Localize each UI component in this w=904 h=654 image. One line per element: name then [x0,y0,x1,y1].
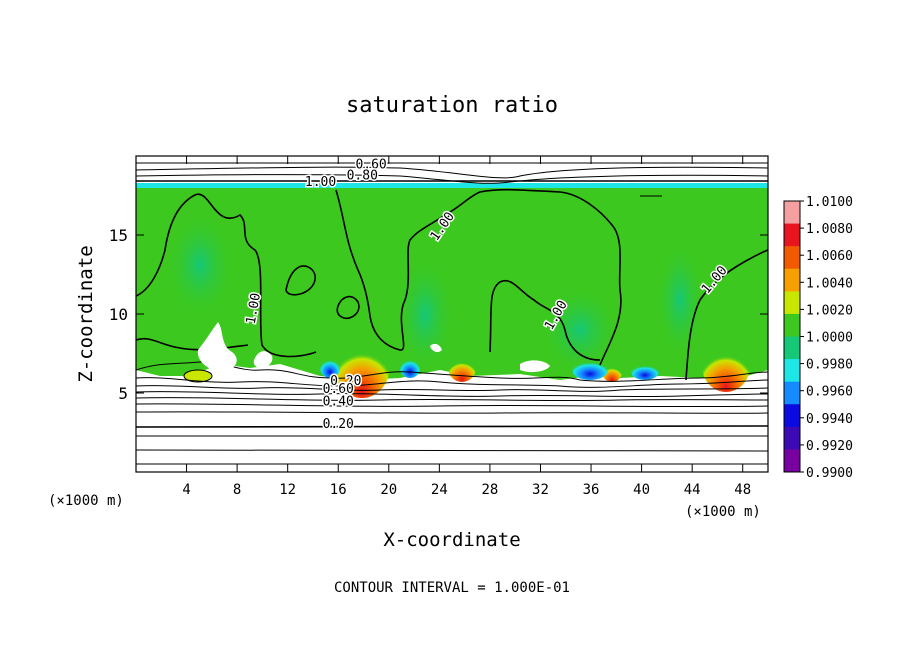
x-axis-label: X-coordinate [383,529,520,551]
contour-label-halo: 0.20 [323,417,354,432]
x-tick-label: 48 [734,482,751,498]
subsaturation-spot [572,360,608,380]
contour-label-halo: 1.00 [244,292,264,325]
colorbar-swatch [784,291,800,315]
x-tick-label: 12 [279,482,296,498]
supersaturation-plume [448,354,476,382]
subsaturation-spot [400,358,420,378]
contour-label: 0.20 [323,417,354,432]
x-tick-label: 20 [380,482,397,498]
colorbar-swatch [784,313,800,337]
colorbar-swatch [784,223,800,247]
x-tick-label: 36 [583,482,600,498]
contour-label: 1.00 [244,292,264,325]
x-axis-unit-left: (×1000 m) [48,493,124,509]
x-tick-label: 4 [182,482,190,498]
colorbar-level-label: 0.9920 [806,439,853,454]
colorbar-swatch [784,246,800,270]
colorbar-swatch [784,381,800,405]
colorbar-swatch [784,201,800,225]
colorbar-level-label: 1.0000 [806,331,853,346]
x-tick-label: 28 [481,482,498,498]
moist-patch [540,285,620,375]
contour-lines-upper [136,162,768,197]
contour-label-halo: 1.00 [305,175,336,190]
colorbar-swatch [784,426,800,450]
subsaturation-spot [320,358,340,378]
colorbar-level-label: 1.0040 [806,276,853,291]
supersaturation-plume [334,334,390,398]
clear-air-patches [197,322,550,373]
contour-lines-1-00 [136,188,768,381]
colorbar-swatch [784,359,800,383]
contour-interval-footer: CONTOUR INTERVAL = 1.000E-01 [334,580,570,596]
contour-label-halo: 0.80 [347,169,378,184]
moist-patch [395,255,455,375]
x-tick-label: 8 [233,482,241,498]
colorbar-swatch [784,404,800,428]
lower-cloud-blob [183,369,213,383]
y-tick-label: 5 [118,384,128,403]
contour-label: 0.40 [323,395,354,410]
contour-label: 0.60 [323,382,354,397]
contour-label: 0.20 [330,374,361,389]
contour-labels: 0.600.600.800.801.001.001.001.001.001.00… [242,156,732,433]
plot-area [136,162,768,465]
x-tick-label: 16 [330,482,347,498]
colorbar-level-label: 1.0060 [806,249,853,264]
colorbar-swatch [784,449,800,473]
colorbar-level-label: 1.0100 [806,195,853,210]
x-tick-label: 44 [684,482,701,498]
colorbar-level-label: 0.9980 [806,358,853,373]
colorbar-level-label: 1.0020 [806,303,853,318]
contour-label-halo: 0.60 [355,158,386,173]
moist-patch [165,210,235,320]
y-axis-label: Z-coordinate [75,245,97,382]
colorbar-level-label: 0.9940 [806,412,853,427]
contour-label: 0.60 [355,158,386,173]
contour-label: 1.00 [305,175,336,190]
upper-edge-cyan [136,183,768,188]
colorbar-swatch [784,336,800,360]
x-tick-label: 32 [532,482,549,498]
supersaturation-plume [702,340,750,392]
x-tick-label: 40 [633,482,650,498]
x-tick-label: 24 [431,482,448,498]
x-axis-unit-right: (×1000 m) [685,504,761,520]
subsaturation-spot [631,364,659,380]
moist-patch [655,240,705,360]
colorbar-level-label: 1.0080 [806,222,853,237]
colorbar-level-label: 0.9960 [806,385,853,400]
y-tick-label: 15 [109,226,128,245]
y-tick-label: 10 [109,305,128,324]
y-axis-ticks: 5 10 15 [109,226,768,403]
contour-label: 0.80 [347,169,378,184]
contour-label-halo: 0.60 [323,382,354,397]
x-axis-ticks: 4 8 12 16 20 24 28 32 36 40 44 48 [182,156,751,498]
colorbar: 1.0100 1.0080 1.0060 1.0040 1.0020 1.0000 0.99… [783,195,853,481]
contour-label-halo: 0.40 [323,395,354,410]
contour-label-halo: 0.20 [330,374,361,389]
colorbar-swatch [784,268,800,292]
colorbar-level-label: 0.9900 [806,466,853,481]
chart-title: saturation ratio [346,93,558,118]
contour-lines-lower [136,361,768,465]
